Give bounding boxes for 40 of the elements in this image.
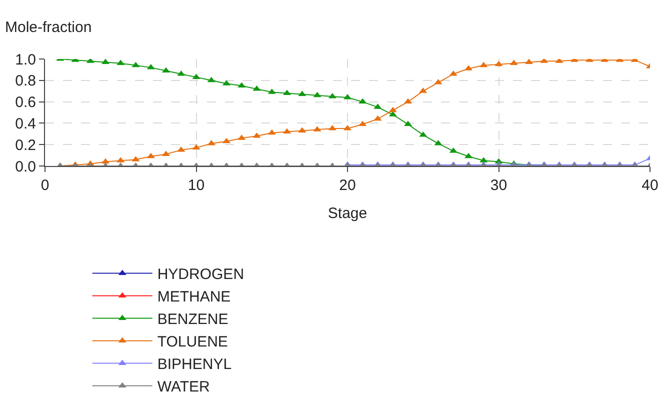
point xyxy=(388,106,397,112)
point xyxy=(374,115,382,121)
x-tick-label: 0 xyxy=(40,177,50,194)
point xyxy=(192,144,200,150)
x-tick-label: 20 xyxy=(339,177,356,194)
y-tick-label: 0.6 xyxy=(15,94,36,112)
point xyxy=(480,62,488,68)
point xyxy=(449,70,458,76)
x-tick-label: 30 xyxy=(490,177,508,194)
legend-label: HYDROGEN xyxy=(157,266,244,284)
y-tick-label: 1.0 xyxy=(15,51,36,68)
point xyxy=(298,90,306,96)
point xyxy=(358,98,367,104)
y-axis-title: Mole-fraction xyxy=(5,19,92,36)
point xyxy=(132,62,140,68)
point xyxy=(252,85,261,91)
x-axis-title: Stage xyxy=(328,205,368,222)
y-tick-label: 0.4 xyxy=(15,115,36,132)
legend-label: TOLUENE xyxy=(157,334,228,351)
point xyxy=(177,70,186,76)
legend-label: WATER xyxy=(157,378,210,396)
y-tick-label: 0.8 xyxy=(15,72,36,90)
point xyxy=(146,152,155,158)
legend-label: BENZENE xyxy=(157,311,228,328)
x-tick-label: 10 xyxy=(188,177,205,194)
point xyxy=(116,60,125,66)
legend-label: METHANE xyxy=(157,288,231,306)
point xyxy=(268,129,276,135)
y-tick-label: 0.0 xyxy=(15,158,36,176)
point xyxy=(328,92,336,98)
point xyxy=(207,76,216,82)
point xyxy=(177,146,186,152)
point xyxy=(419,131,428,137)
point xyxy=(510,60,518,66)
point xyxy=(494,60,503,66)
y-tick-label: 0.2 xyxy=(15,136,36,154)
point xyxy=(358,120,367,126)
x-tick-label: 40 xyxy=(642,177,658,194)
legend-label: BIPHENYL xyxy=(157,356,232,374)
point xyxy=(313,92,322,98)
